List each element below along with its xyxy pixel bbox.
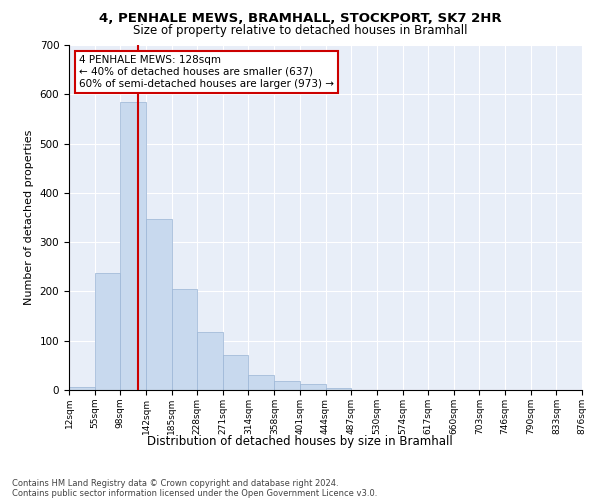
Text: 4 PENHALE MEWS: 128sqm
← 40% of detached houses are smaller (637)
60% of semi-de: 4 PENHALE MEWS: 128sqm ← 40% of detached… [79, 56, 334, 88]
Bar [146, 219, 172, 390]
Text: Size of property relative to detached houses in Bramhall: Size of property relative to detached ho… [133, 24, 467, 37]
Bar [172, 290, 197, 390]
Y-axis label: Number of detached properties: Number of detached properties [24, 130, 34, 305]
Text: 4, PENHALE MEWS, BRAMHALL, STOCKPORT, SK7 2HR: 4, PENHALE MEWS, BRAMHALL, STOCKPORT, SK… [98, 12, 502, 25]
Bar [274, 381, 300, 390]
Text: Contains HM Land Registry data © Crown copyright and database right 2024.: Contains HM Land Registry data © Crown c… [12, 478, 338, 488]
Text: Contains public sector information licensed under the Open Government Licence v3: Contains public sector information licen… [12, 488, 377, 498]
Bar [325, 388, 351, 390]
Text: Distribution of detached houses by size in Bramhall: Distribution of detached houses by size … [147, 435, 453, 448]
Bar [197, 332, 223, 390]
Bar [120, 102, 146, 390]
Bar [95, 273, 120, 390]
Bar [223, 354, 248, 390]
Bar [69, 386, 95, 390]
Bar [248, 375, 274, 390]
Bar [300, 384, 325, 390]
